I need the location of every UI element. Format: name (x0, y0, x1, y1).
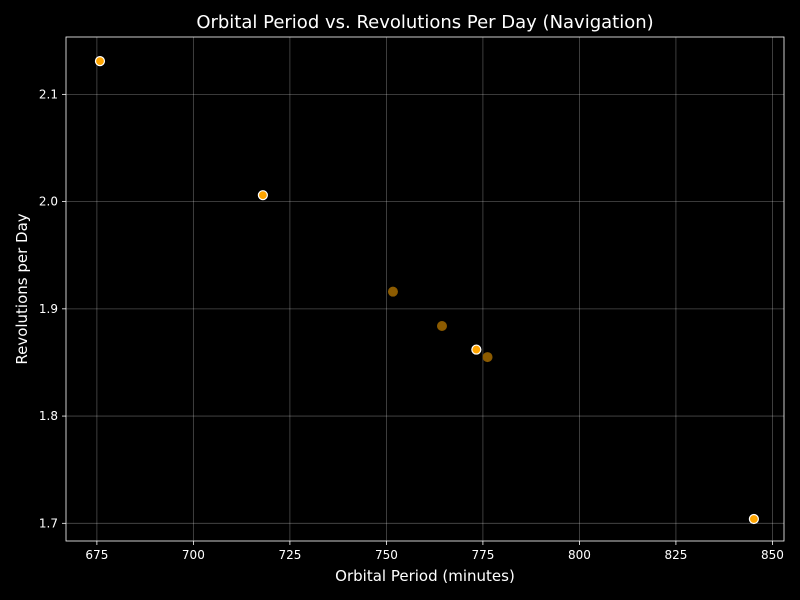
x-tick-label: 700 (182, 548, 205, 562)
chart-title: Orbital Period vs. Revolutions Per Day (… (196, 12, 653, 33)
y-tick-label: 2.0 (39, 195, 58, 209)
grid (66, 37, 784, 541)
data-point (748, 513, 759, 525)
data-point (482, 352, 493, 363)
axis-ticks: 675 700 725 750 775 800 825 850 1.7 1.8 1.9 2.0 2.1 (39, 87, 784, 562)
x-tick-label: 825 (664, 548, 687, 562)
data-point (436, 320, 447, 331)
y-tick-label: 1.7 (39, 516, 58, 530)
x-axis-label: Orbital Period (minutes) (335, 567, 515, 585)
data-point (94, 56, 106, 67)
x-tick-label: 725 (278, 548, 301, 562)
x-tick-label: 850 (761, 548, 784, 562)
y-tick-label: 1.9 (39, 302, 58, 316)
x-tick-label: 750 (375, 548, 398, 562)
x-tick-label: 775 (471, 548, 494, 562)
y-tick-label: 2.1 (39, 87, 58, 101)
data-point (387, 286, 398, 297)
y-axis-label: Revolutions per Day (13, 213, 31, 364)
plot-frame (65, 36, 785, 542)
data-point (257, 190, 268, 201)
y-tick-label: 1.8 (39, 409, 58, 423)
x-tick-label: 675 (85, 548, 108, 562)
data-points (94, 56, 759, 525)
data-point (471, 344, 482, 355)
x-tick-label: 800 (568, 548, 591, 562)
